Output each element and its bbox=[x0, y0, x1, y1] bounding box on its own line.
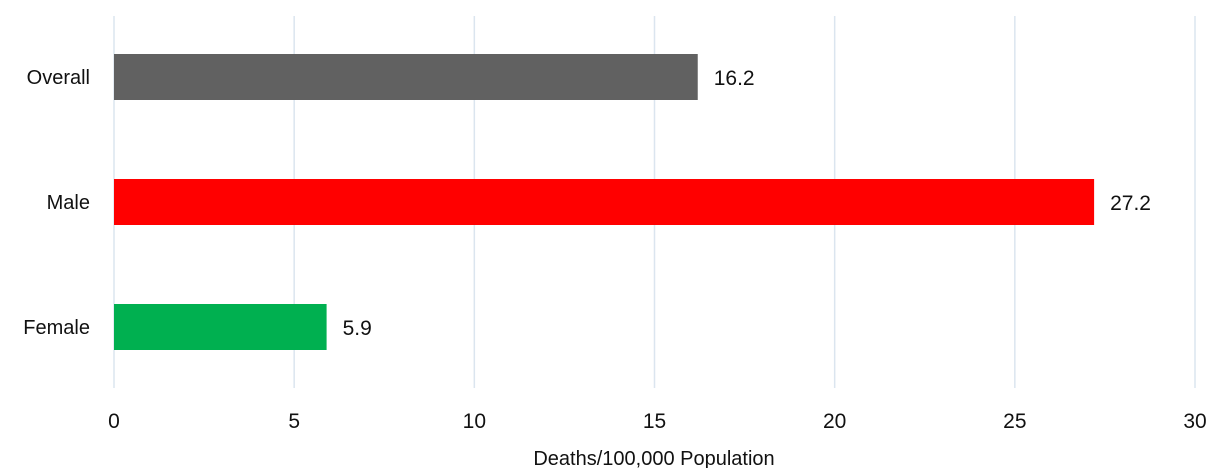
x-tick-labels: 0 5 10 15 20 25 30 bbox=[108, 410, 1207, 433]
x-axis-title: Deaths/100,000 Population bbox=[533, 448, 774, 468]
data-label-female: 5.9 bbox=[343, 317, 372, 340]
data-label-male: 27.2 bbox=[1110, 192, 1151, 215]
x-tick-label-30: 30 bbox=[1183, 410, 1206, 433]
x-tick-label-15: 15 bbox=[643, 410, 666, 433]
data-label-overall: 16.2 bbox=[714, 67, 755, 90]
x-tick-label-0: 0 bbox=[108, 410, 120, 433]
category-labels: Overall Male Female bbox=[23, 67, 90, 339]
x-tick-label-5: 5 bbox=[288, 410, 300, 433]
x-tick-label-10: 10 bbox=[463, 410, 486, 433]
data-labels: 16.2 27.2 5.9 bbox=[343, 67, 1151, 340]
category-label-male: Male bbox=[47, 192, 90, 214]
category-label-female: Female bbox=[23, 317, 90, 339]
bars bbox=[114, 54, 1095, 350]
bar-overall bbox=[114, 54, 698, 100]
x-tick-label-20: 20 bbox=[823, 410, 846, 433]
x-tick-label-25: 25 bbox=[1003, 410, 1026, 433]
category-label-overall: Overall bbox=[27, 67, 90, 89]
bar-male bbox=[114, 179, 1095, 225]
bar-female bbox=[114, 304, 327, 350]
